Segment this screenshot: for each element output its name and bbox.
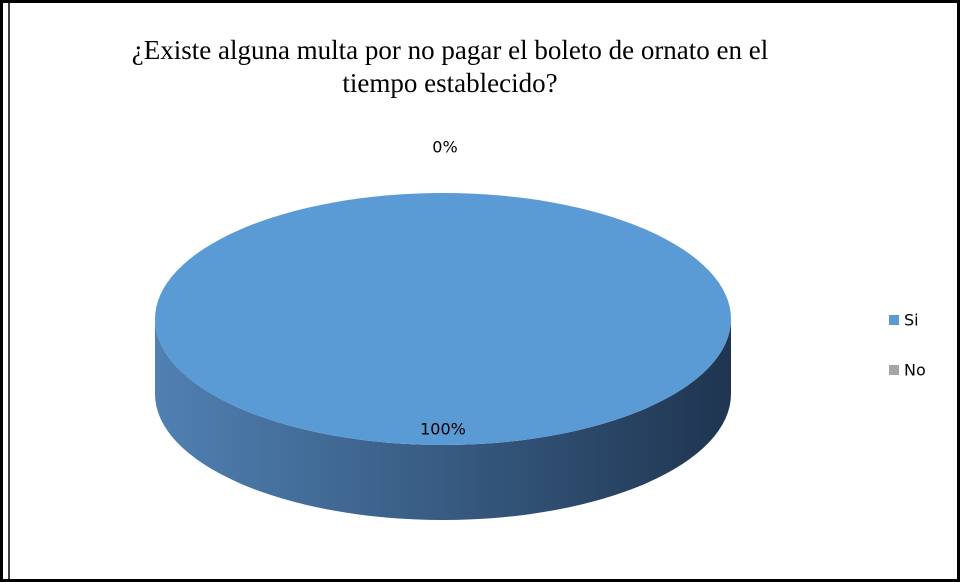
- legend-swatch: [889, 315, 899, 325]
- pie-slice-side: [155, 319, 731, 520]
- legend-swatch: [889, 365, 899, 375]
- legend: Si No: [889, 311, 926, 380]
- chart-title: ¿Existe alguna multa por no pagar el bol…: [131, 35, 769, 98]
- legend-label: No: [904, 361, 926, 380]
- data-label: 100%: [420, 419, 466, 438]
- data-label: 0%: [432, 138, 457, 157]
- pie: 100% 0%: [155, 138, 731, 520]
- pie-slice: [155, 193, 731, 445]
- legend-label: Si: [904, 311, 919, 330]
